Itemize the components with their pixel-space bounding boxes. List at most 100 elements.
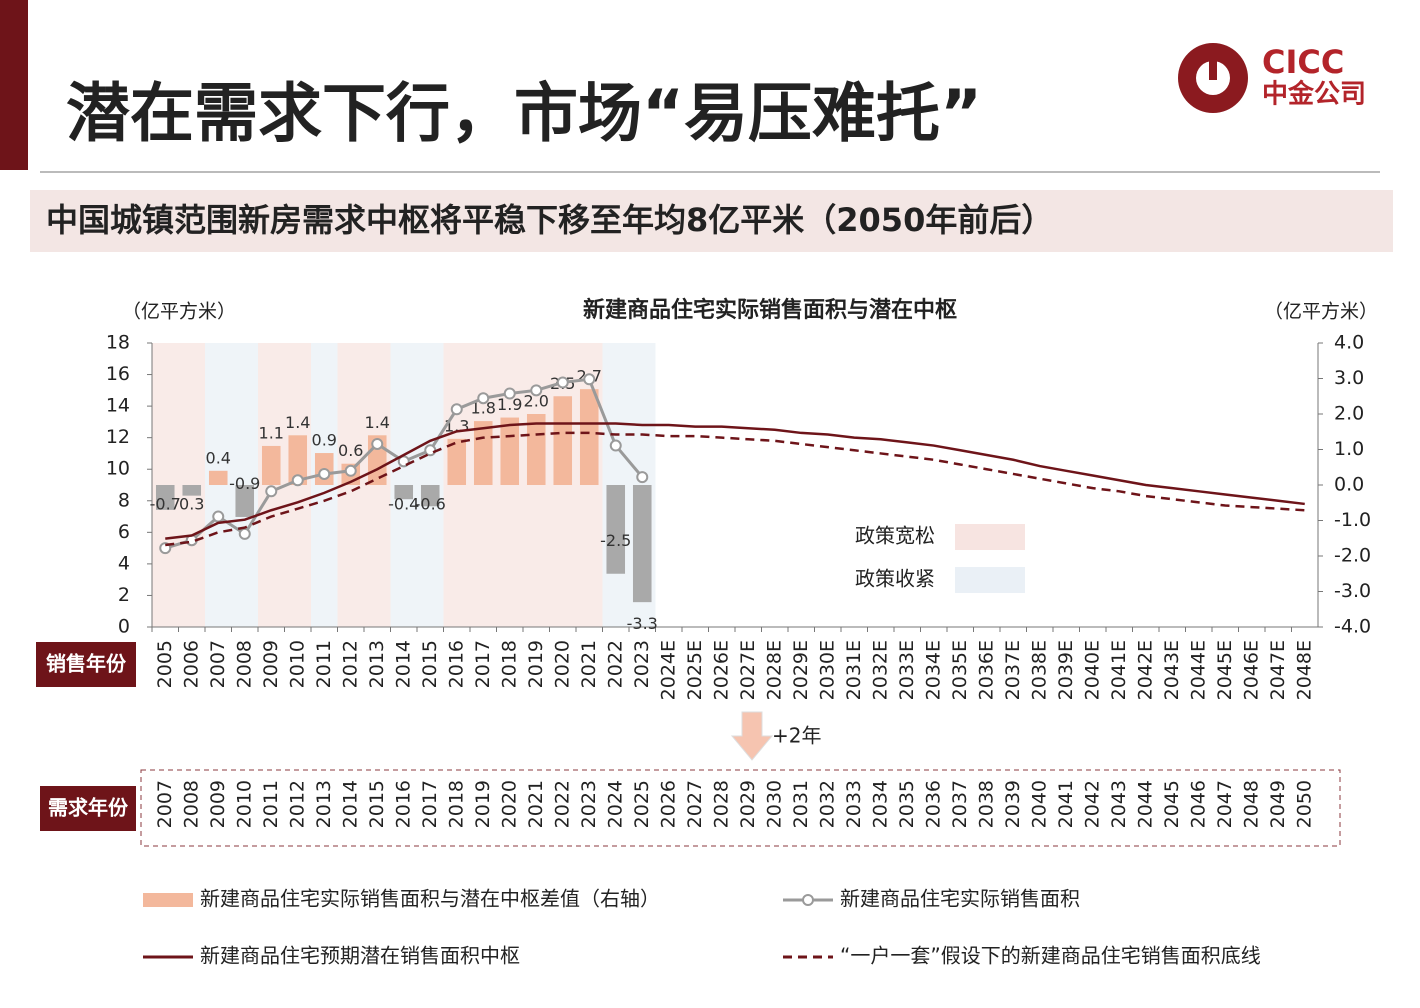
x-tick-label: 2032E xyxy=(869,640,891,700)
legend-label: 新建商品住宅预期潜在销售面积中枢 xyxy=(200,944,520,968)
demand-year-label: 2038 xyxy=(975,780,997,828)
diff-bar xyxy=(579,389,599,485)
x-tick-label: 2031E xyxy=(843,640,865,700)
x-tick-label: 2041E xyxy=(1108,640,1130,700)
demand-box xyxy=(140,769,1341,847)
x-tick-label: 2035E xyxy=(949,640,971,700)
x-tick-label: 2024E xyxy=(657,640,679,700)
demand-year-label: 2030 xyxy=(763,780,785,828)
demand-year-label: 2035 xyxy=(896,780,918,828)
bar-value-label: 1.8 xyxy=(471,399,496,418)
demand-year-label: 2009 xyxy=(207,780,229,828)
demand-year-label: 2044 xyxy=(1134,780,1156,828)
x-tick-label: 2038E xyxy=(1028,640,1050,700)
demand-year-label: 2047 xyxy=(1214,780,1236,828)
demand-year-label: 2045 xyxy=(1161,780,1183,828)
bar-value-label: 0.4 xyxy=(206,448,231,467)
diff-bar xyxy=(394,485,414,500)
x-tick-label: 2045E xyxy=(1214,640,1236,700)
demand-label-box xyxy=(40,786,136,831)
x-tick-label: 2006 xyxy=(180,640,202,688)
bar-value-label: 0.6 xyxy=(338,441,363,460)
line-marker xyxy=(371,437,384,450)
x-tick-label: 2040E xyxy=(1081,640,1103,700)
diff-bar xyxy=(606,485,626,574)
demand-year-label: 2015 xyxy=(366,780,388,828)
y-tick-label: 2 xyxy=(118,584,130,606)
line-marker xyxy=(450,403,463,416)
demand-year-label: 2033 xyxy=(843,780,865,828)
line-marker xyxy=(318,467,331,480)
shade-legend-swatch xyxy=(955,524,1025,550)
bar-value-label: -0.7 xyxy=(150,495,181,514)
demand-year-label: 2027 xyxy=(684,780,706,828)
x-tick-label: 2044E xyxy=(1187,640,1209,700)
y-tick-label: 18 xyxy=(106,332,130,354)
legend-swatch xyxy=(143,893,193,907)
line-marker xyxy=(238,527,251,540)
demand-year-label: 2036 xyxy=(922,780,944,828)
demand-year-label: 2031 xyxy=(790,780,812,828)
demand-year-label: 2040 xyxy=(1028,780,1050,828)
y-tick-label: 6 xyxy=(118,521,130,543)
line-marker xyxy=(477,392,490,405)
x-tick-label: 2039E xyxy=(1055,640,1077,700)
x-tick-label: 2046E xyxy=(1240,640,1262,700)
x-tick-label: 2033E xyxy=(896,640,918,700)
demand-label: 需求年份 xyxy=(48,796,129,820)
bar-value-label: 0.3 xyxy=(179,495,204,514)
demand-year-label: 2034 xyxy=(869,780,891,828)
demand-year-label: 2007 xyxy=(154,780,176,828)
y2-tick-label: 3.0 xyxy=(1334,367,1364,389)
x-tick-label: 2047E xyxy=(1267,640,1289,700)
demand-year-label: 2041 xyxy=(1055,780,1077,828)
diff-bar xyxy=(473,421,493,485)
y2-tick-label: -2.0 xyxy=(1334,545,1371,567)
diff-bar xyxy=(208,470,228,485)
demand-year-label: 2046 xyxy=(1187,780,1209,828)
slide-title: 潜在需求下行，市场“易压难托” xyxy=(66,78,982,152)
demand-year-label: 2019 xyxy=(472,780,494,828)
bar-value-label: -2.5 xyxy=(600,531,631,550)
line-marker xyxy=(609,439,622,452)
line-marker xyxy=(344,464,357,477)
x-tick-label: 2015 xyxy=(419,640,441,688)
demand-year-label: 2029 xyxy=(737,780,759,828)
line-marker xyxy=(291,474,304,487)
demand-year-label: 2011 xyxy=(260,780,282,828)
x-tick-label: 2037E xyxy=(1002,640,1024,700)
x-tick-label: 2048E xyxy=(1293,640,1315,700)
line-marker xyxy=(503,387,516,400)
line-marker xyxy=(212,510,225,523)
x-tick-label: 2042E xyxy=(1134,640,1156,700)
diff-bar xyxy=(288,435,308,485)
x-tick-label: 2011 xyxy=(313,640,335,688)
line-marker xyxy=(583,373,596,386)
x-tick-label: 2014 xyxy=(392,640,414,688)
demand-year-label: 2013 xyxy=(313,780,335,828)
demand-year-label: 2049 xyxy=(1267,780,1289,828)
diff-bar xyxy=(526,414,546,485)
x-tick-label: 2027E xyxy=(737,640,759,700)
y2-tick-label: 4.0 xyxy=(1334,332,1364,354)
x-tick-label: 2023 xyxy=(631,640,653,688)
shade-legend-label: 政策宽松 xyxy=(855,524,935,548)
chart-title: 新建商品住宅实际销售面积与潜在中枢 xyxy=(583,297,957,323)
x-tick-label: 2013 xyxy=(366,640,388,688)
x-tick-label: 2028E xyxy=(763,640,785,700)
line-marker xyxy=(265,485,278,498)
diff-bar xyxy=(500,417,520,485)
demand-year-label: 2012 xyxy=(286,780,308,828)
demand-year-label: 2017 xyxy=(419,780,441,828)
y2-tick-label: 2.0 xyxy=(1334,403,1364,425)
bar-value-label: 2.0 xyxy=(524,392,549,411)
accent-bar xyxy=(0,0,28,170)
x-tick-label: 2009 xyxy=(260,640,282,688)
x-tick-label: 2018 xyxy=(498,640,520,688)
demand-year-label: 2025 xyxy=(631,780,653,828)
subtitle-box xyxy=(30,190,1393,252)
bar-value-label: -0.6 xyxy=(415,495,446,514)
diff-bar xyxy=(235,485,255,517)
x-tick-label: 2021 xyxy=(578,640,600,688)
